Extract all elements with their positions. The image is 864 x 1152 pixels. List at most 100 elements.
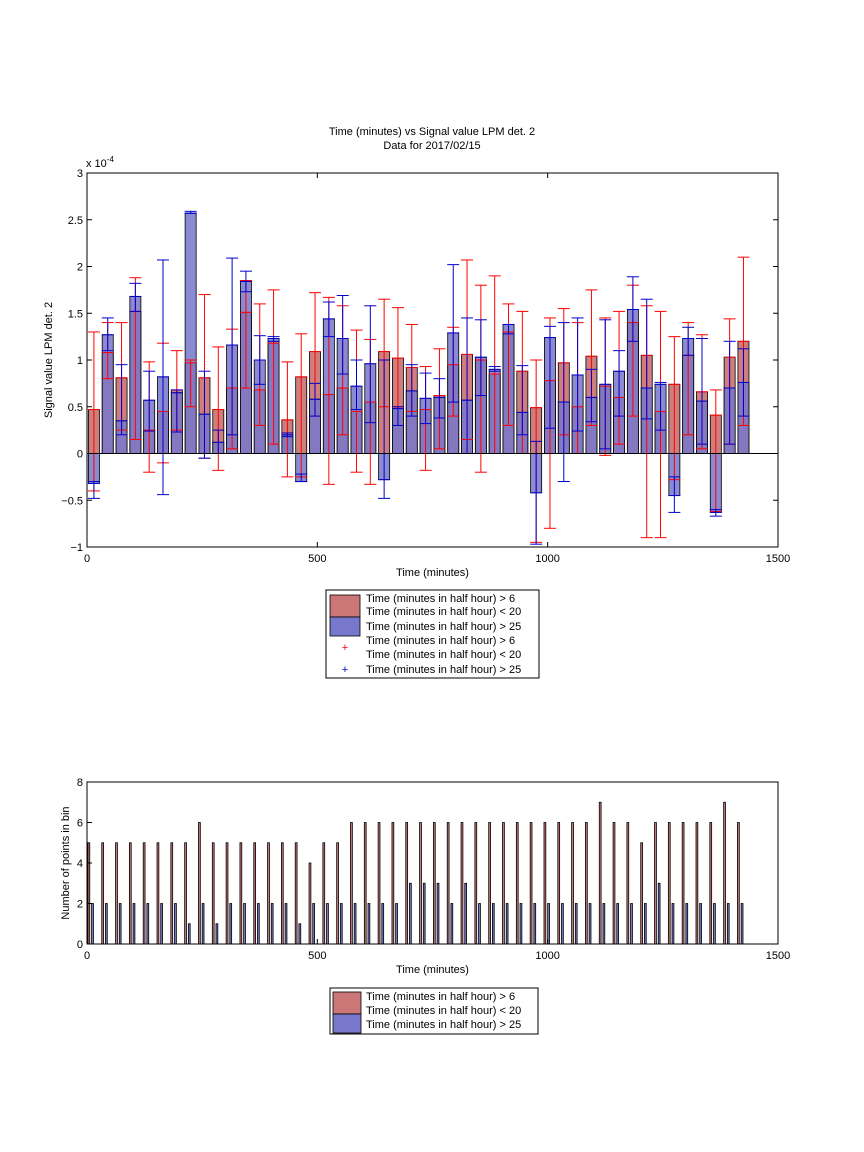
- chart-subtitle: Data for 2017/02/15: [383, 140, 480, 152]
- count-y-ticks: 0 2 4 6 8: [77, 777, 92, 951]
- legend-marker-label-red-2: Time (minutes in half hour) < 20: [366, 649, 521, 661]
- red-count-bar: [654, 822, 657, 945]
- blue-count-bar: [726, 903, 730, 945]
- legend-marker-label-blue: Time (minutes in half hour) > 25: [366, 664, 521, 676]
- y-tick-label: 6: [77, 818, 83, 830]
- legend-marker-blue: +: [342, 664, 348, 676]
- blue-count-bar: [464, 882, 467, 945]
- x-tick-label: 0: [84, 950, 90, 962]
- blue-count-bar: [229, 903, 233, 945]
- red-count-bar: [336, 842, 339, 945]
- blue-bar: [184, 212, 197, 454]
- blue-count-bar: [533, 903, 537, 945]
- red-count-bar: [239, 842, 243, 945]
- blue-error-bar: [447, 264, 460, 403]
- blue-error-bar: [378, 359, 391, 499]
- red-count-bar: [723, 801, 726, 945]
- x-tick-label: 1500: [766, 553, 790, 565]
- blue-error-bar: [184, 210, 197, 214]
- legend-label-red-1: Time (minutes in half hour) > 6: [366, 593, 515, 605]
- x-tick-label: 500: [308, 950, 326, 962]
- blue-error-bar: [87, 481, 100, 499]
- red-error-bar: [87, 331, 100, 492]
- blue-count-bar: [547, 903, 550, 945]
- blue-count-bar: [105, 903, 108, 945]
- blue-error-bar: [336, 294, 349, 375]
- red-count-bar: [350, 822, 353, 945]
- legend-box: [325, 589, 540, 679]
- red-count-bar: [488, 822, 491, 945]
- red-count-bar: [294, 842, 298, 945]
- blue-count-bar: [91, 903, 94, 945]
- red-count-bar: [225, 842, 229, 945]
- blue-error-bar: [530, 440, 543, 545]
- red-count-bar: [446, 822, 450, 945]
- y-tick-label: −0.5: [61, 495, 83, 507]
- red-error-bar: [267, 289, 280, 445]
- blue-error-bar: [474, 319, 487, 397]
- blue-count-bar: [298, 923, 302, 945]
- y-tick-label: 8: [77, 777, 83, 789]
- blue-count-bar: [644, 903, 647, 945]
- count-legend-patch-blue: [332, 1013, 362, 1034]
- blue-count-bar: [422, 882, 426, 945]
- signal-legend: Time (minutes in half hour) > 6 Time (mi…: [325, 589, 540, 679]
- red-count-bar: [529, 822, 533, 945]
- blue-count-bar: [436, 882, 440, 945]
- blue-count-bar: [395, 903, 398, 945]
- red-error-bar: [668, 336, 681, 481]
- blue-count-bar: [132, 903, 136, 945]
- red-count-bar: [322, 842, 326, 945]
- blue-error-bar: [101, 317, 114, 352]
- red-count-bar: [474, 822, 478, 945]
- red-error-bar: [184, 359, 197, 408]
- blue-error-bar: [143, 370, 156, 432]
- red-count-bar: [308, 862, 312, 945]
- blue-error-bar: [391, 406, 404, 426]
- blue-error-bar: [709, 509, 722, 517]
- red-count-bar: [612, 822, 616, 945]
- blue-count-bar: [118, 903, 122, 945]
- blue-count-bar: [409, 882, 412, 945]
- y-tick-label: 2.5: [68, 215, 83, 227]
- blue-count-bar: [257, 903, 260, 945]
- red-count-bar: [101, 842, 104, 945]
- count-legend-label-blue: Time (minutes in half hour) > 25: [366, 1019, 521, 1031]
- red-count-bar: [571, 822, 574, 945]
- blue-count-bar: [491, 903, 495, 945]
- red-count-bar: [681, 822, 685, 945]
- red-count-bar: [405, 822, 409, 945]
- red-count-bar: [640, 842, 643, 945]
- y-tick-label: 3: [77, 168, 83, 180]
- blue-error-bar: [557, 322, 570, 483]
- red-count-bar: [667, 822, 671, 945]
- blue-count-bar: [339, 903, 343, 945]
- signal-x-ticks: 0 500 1000 1500: [84, 173, 790, 565]
- blue-count-bar: [367, 903, 371, 945]
- red-count-bar: [87, 842, 91, 945]
- legend-label-blue: Time (minutes in half hour) > 25: [366, 621, 521, 633]
- blue-error-bar: [419, 372, 432, 425]
- blue-error-bar: [129, 282, 142, 312]
- y-tick-label: 2: [77, 899, 83, 911]
- blue-count-bar: [284, 903, 288, 945]
- y-exponent-label: x 10-4: [86, 155, 114, 170]
- x-tick-label: 1000: [535, 553, 559, 565]
- blue-count-bar: [602, 903, 606, 945]
- red-count-bar: [709, 822, 713, 945]
- x-tick-label: 500: [308, 553, 326, 565]
- legend-patch-red: [329, 594, 361, 618]
- blue-error-bar: [267, 336, 280, 342]
- blue-error-bar: [613, 350, 626, 417]
- red-count-bar: [543, 822, 547, 945]
- blue-error-bar: [723, 340, 736, 445]
- red-count-bar: [184, 842, 187, 945]
- blue-count-bar: [353, 903, 357, 945]
- blue-count-bar: [699, 903, 702, 945]
- y-tick-label: −1: [70, 542, 83, 554]
- signal-error-bars: [87, 210, 750, 545]
- red-count-bar: [391, 822, 395, 945]
- blue-error-bar: [226, 257, 239, 436]
- blue-error-bar: [502, 323, 515, 335]
